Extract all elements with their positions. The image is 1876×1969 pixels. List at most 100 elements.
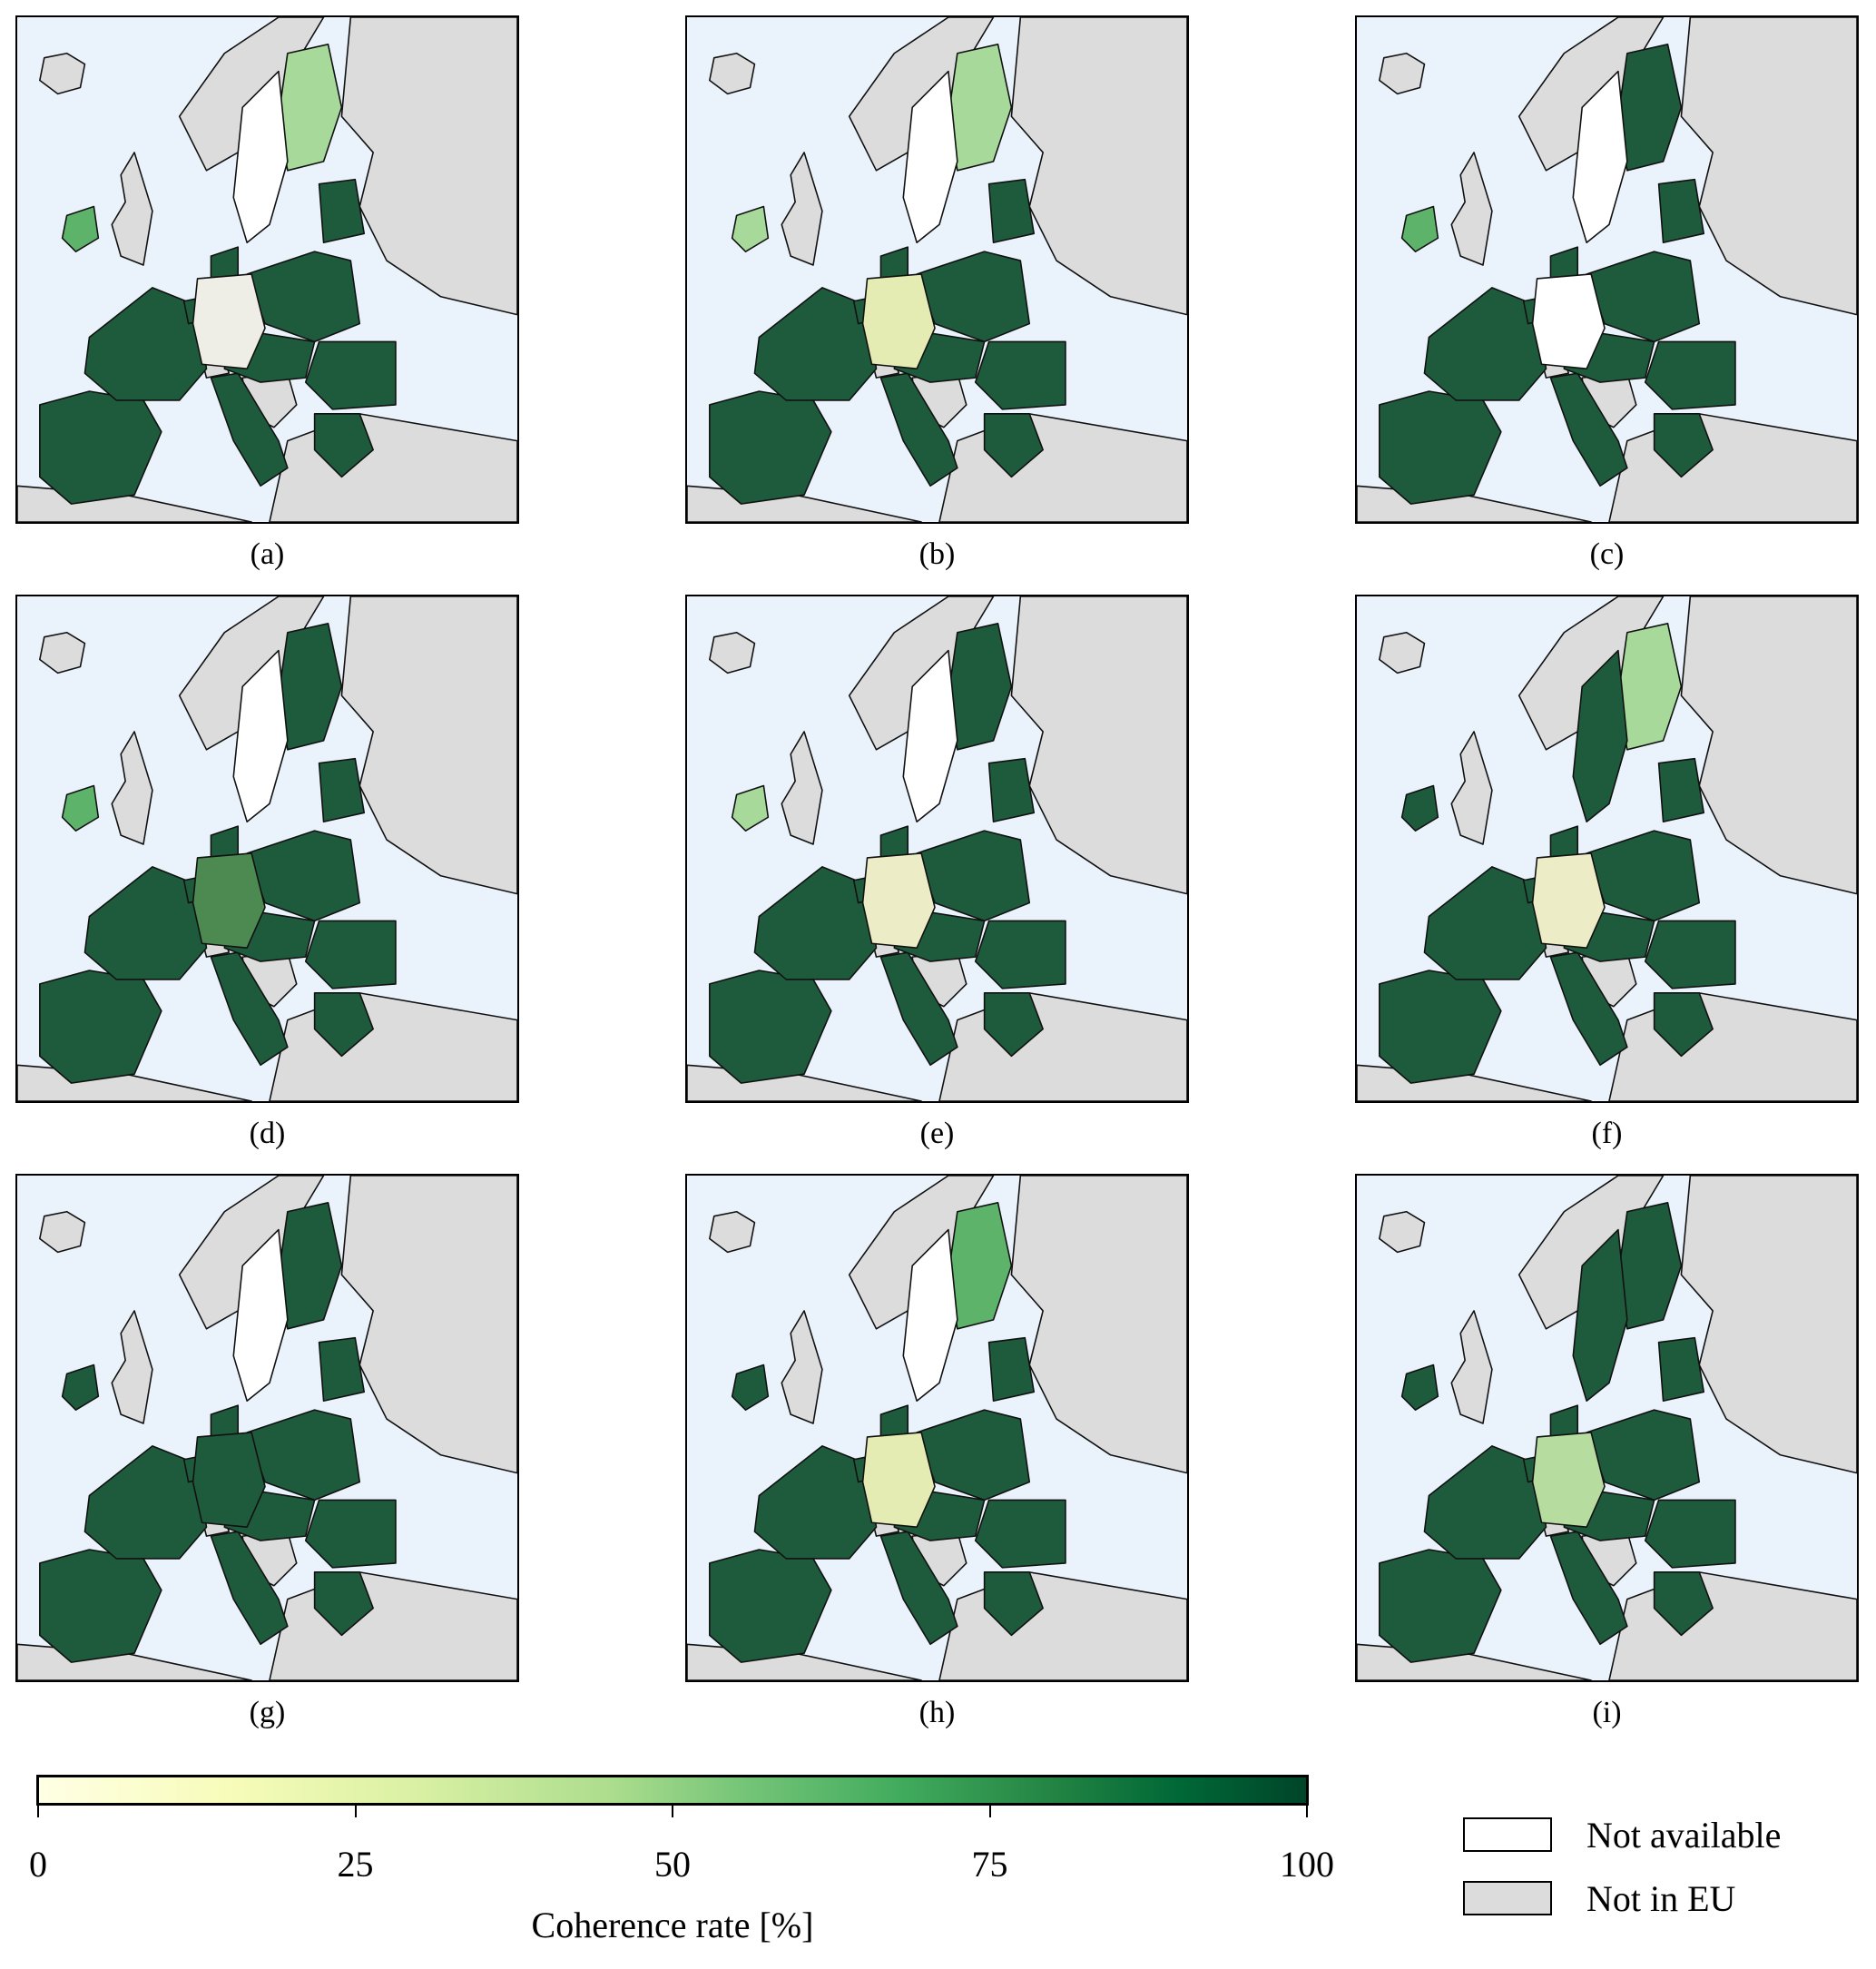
germany: [192, 273, 266, 370]
sweden: [232, 649, 289, 823]
baltics: [987, 757, 1036, 823]
baltics: [318, 1336, 366, 1403]
turkey-africa-coast: [1608, 992, 1857, 1101]
germany: [861, 273, 936, 370]
romania-bulgaria: [304, 1499, 397, 1569]
greece: [313, 413, 374, 478]
iceland: [1379, 1210, 1426, 1254]
europe-map: [17, 1176, 517, 1680]
great-britain: [1450, 152, 1493, 266]
iberia: [709, 390, 832, 505]
colorbar-tick: [37, 1803, 39, 1817]
sweden: [902, 1228, 958, 1403]
iceland: [709, 1210, 756, 1254]
legend-not-in-eu: Not in EU: [1463, 1875, 1735, 1921]
finland: [1617, 1202, 1683, 1330]
iberia: [1379, 970, 1502, 1084]
russia-belarus-ukraine: [1680, 596, 1857, 895]
france: [83, 1445, 208, 1560]
ireland: [1400, 1364, 1439, 1411]
panel-caption: (f): [1591, 1117, 1623, 1150]
poland: [1586, 251, 1701, 343]
poland: [916, 251, 1031, 343]
greece: [983, 1571, 1044, 1637]
baltics: [1657, 178, 1705, 244]
map-panel: [1355, 15, 1859, 524]
poland: [246, 1409, 361, 1501]
europe-map: [17, 17, 517, 522]
germany: [1531, 852, 1606, 950]
baltics: [987, 178, 1036, 244]
russia-belarus-ukraine: [340, 17, 517, 316]
panel-caption: (d): [249, 1117, 286, 1150]
baltics: [1657, 1336, 1705, 1403]
map-panel: [15, 595, 519, 1103]
turkey-africa-coast: [269, 992, 517, 1101]
romania-bulgaria: [1644, 920, 1736, 989]
russia-belarus-ukraine: [1680, 17, 1857, 316]
turkey-africa-coast: [938, 992, 1187, 1101]
france: [1423, 866, 1547, 980]
great-britain: [111, 1310, 153, 1424]
poland: [1586, 1409, 1701, 1501]
panel-caption: (c): [1589, 537, 1625, 571]
finland: [948, 44, 1013, 172]
baltics: [987, 1336, 1036, 1403]
iberia: [1379, 1549, 1502, 1663]
map-panel: [685, 15, 1189, 524]
iberia: [39, 1549, 162, 1663]
iceland: [709, 52, 756, 95]
panel-caption: (b): [918, 537, 956, 571]
sweden: [1572, 649, 1628, 823]
iceland: [709, 631, 756, 674]
iberia: [1379, 390, 1502, 505]
ireland: [1400, 784, 1439, 832]
france: [83, 287, 208, 401]
romania-bulgaria: [974, 1499, 1066, 1569]
romania-bulgaria: [1644, 340, 1736, 410]
iceland: [39, 631, 86, 674]
colorbar-tick-label: 75: [971, 1844, 1008, 1885]
finland: [278, 1202, 343, 1330]
russia-belarus-ukraine: [340, 1176, 517, 1474]
germany: [192, 1432, 266, 1529]
great-britain: [781, 1310, 823, 1424]
colorbar-tick-label: 50: [654, 1844, 691, 1885]
baltics: [1657, 757, 1705, 823]
sweden: [902, 649, 958, 823]
germany: [192, 852, 266, 950]
iceland: [39, 1210, 86, 1254]
europe-map: [1357, 17, 1857, 522]
map-panel: [1355, 595, 1859, 1103]
finland: [1617, 623, 1683, 751]
map-panel: [685, 1174, 1189, 1682]
france: [753, 287, 878, 401]
baltics: [318, 757, 366, 823]
poland: [246, 830, 361, 922]
poland: [916, 1409, 1031, 1501]
europe-map: [687, 596, 1187, 1101]
finland: [1617, 44, 1683, 172]
colorbar-tick: [988, 1803, 991, 1817]
colorbar-tick: [1306, 1803, 1308, 1817]
legend-swatch-not-available: [1463, 1817, 1552, 1852]
map-panel: [1355, 1174, 1859, 1682]
great-britain: [781, 731, 823, 845]
finland: [278, 623, 343, 751]
panel-caption: (g): [249, 1696, 286, 1729]
poland: [916, 830, 1031, 922]
map-panel: [15, 15, 519, 524]
romania-bulgaria: [304, 920, 397, 989]
poland: [246, 251, 361, 343]
ireland: [61, 205, 100, 252]
iceland: [39, 52, 86, 95]
germany: [861, 852, 936, 950]
turkey-africa-coast: [269, 413, 517, 522]
sweden: [232, 70, 289, 244]
russia-belarus-ukraine: [1010, 17, 1187, 316]
map-panel: [685, 595, 1189, 1103]
greece: [313, 1571, 374, 1637]
france: [83, 866, 208, 980]
ireland: [61, 1364, 100, 1411]
europe-map: [17, 596, 517, 1101]
